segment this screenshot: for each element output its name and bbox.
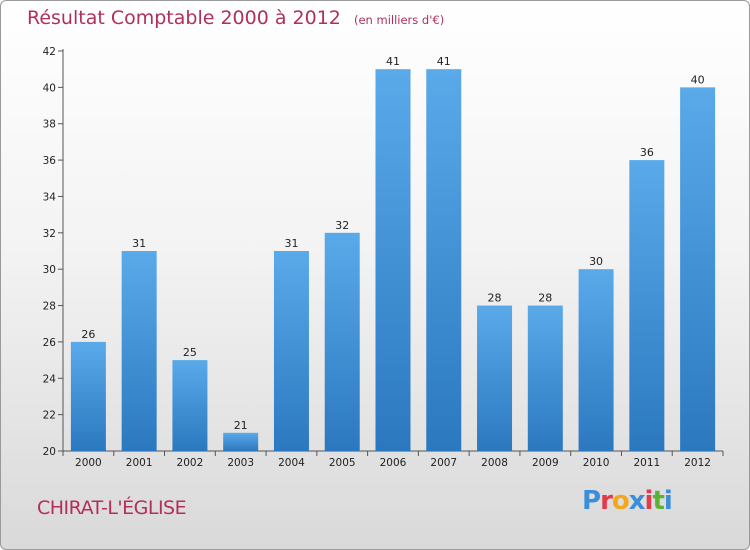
x-tick-label: 2003 <box>227 457 254 469</box>
y-tick-label: 36 <box>43 155 57 167</box>
data-label: 41 <box>437 55 451 68</box>
bar <box>629 160 665 451</box>
data-label: 30 <box>589 255 603 268</box>
x-tick-label: 2011 <box>633 457 660 469</box>
data-label: 31 <box>284 237 298 250</box>
y-tick-label: 34 <box>43 191 57 203</box>
title-row: Résultat Comptable 2000 à 2012 (en milli… <box>27 7 444 29</box>
bar <box>121 251 157 451</box>
x-tick-label: 2012 <box>684 457 711 469</box>
data-label: 26 <box>81 328 95 341</box>
y-tick-label: 40 <box>43 82 56 94</box>
x-tick-label: 2010 <box>583 457 610 469</box>
bar <box>578 269 614 451</box>
logo-letter: i <box>644 486 654 516</box>
y-tick-label: 26 <box>43 337 57 349</box>
data-label: 25 <box>183 346 197 359</box>
logo-letter: i <box>663 486 673 516</box>
y-tick-label: 24 <box>43 373 57 385</box>
data-label: 36 <box>640 146 654 159</box>
bar <box>680 87 716 451</box>
x-tick-label: 2000 <box>75 457 102 469</box>
logo-letter: P <box>582 486 601 516</box>
x-tick-label: 2002 <box>177 457 204 469</box>
logo-letter: r <box>600 486 613 516</box>
bar <box>172 360 208 451</box>
bar <box>375 69 411 451</box>
logo-letter: o <box>611 486 630 516</box>
x-tick-label: 2005 <box>329 457 356 469</box>
data-label: 32 <box>335 219 349 232</box>
bar <box>477 305 513 451</box>
proxiti-logo: Proxiti <box>582 486 673 516</box>
bar <box>426 69 462 451</box>
y-tick-label: 22 <box>43 410 56 422</box>
x-tick-label: 2009 <box>532 457 559 469</box>
data-label: 28 <box>538 292 552 305</box>
data-label: 31 <box>132 237 146 250</box>
town-name: CHIRAT-L'ÉGLISE <box>37 497 187 519</box>
y-tick-label: 28 <box>43 301 56 313</box>
bar <box>324 232 360 451</box>
bar <box>527 305 563 451</box>
data-label: 40 <box>691 73 705 86</box>
y-tick-label: 32 <box>43 228 56 240</box>
x-tick-label: 2001 <box>126 457 153 469</box>
x-tick-label: 2006 <box>380 457 407 469</box>
x-tick-label: 2007 <box>430 457 457 469</box>
y-tick-label: 38 <box>43 119 56 131</box>
logo-letter: t <box>652 486 664 516</box>
bar <box>223 432 259 451</box>
x-tick-label: 2004 <box>278 457 305 469</box>
x-tick-label: 2008 <box>481 457 508 469</box>
bar <box>273 251 309 451</box>
chart-title: Résultat Comptable 2000 à 2012 <box>27 7 341 29</box>
chart-subtitle: (en milliers d'€) <box>353 13 445 27</box>
data-label: 21 <box>234 419 248 432</box>
y-tick-label: 30 <box>43 264 56 276</box>
y-tick-label: 42 <box>43 46 56 58</box>
bar <box>70 341 106 451</box>
y-tick-label: 20 <box>43 446 56 458</box>
logo-letter: x <box>628 486 646 516</box>
data-label: 41 <box>386 55 400 68</box>
data-label: 28 <box>488 292 502 305</box>
